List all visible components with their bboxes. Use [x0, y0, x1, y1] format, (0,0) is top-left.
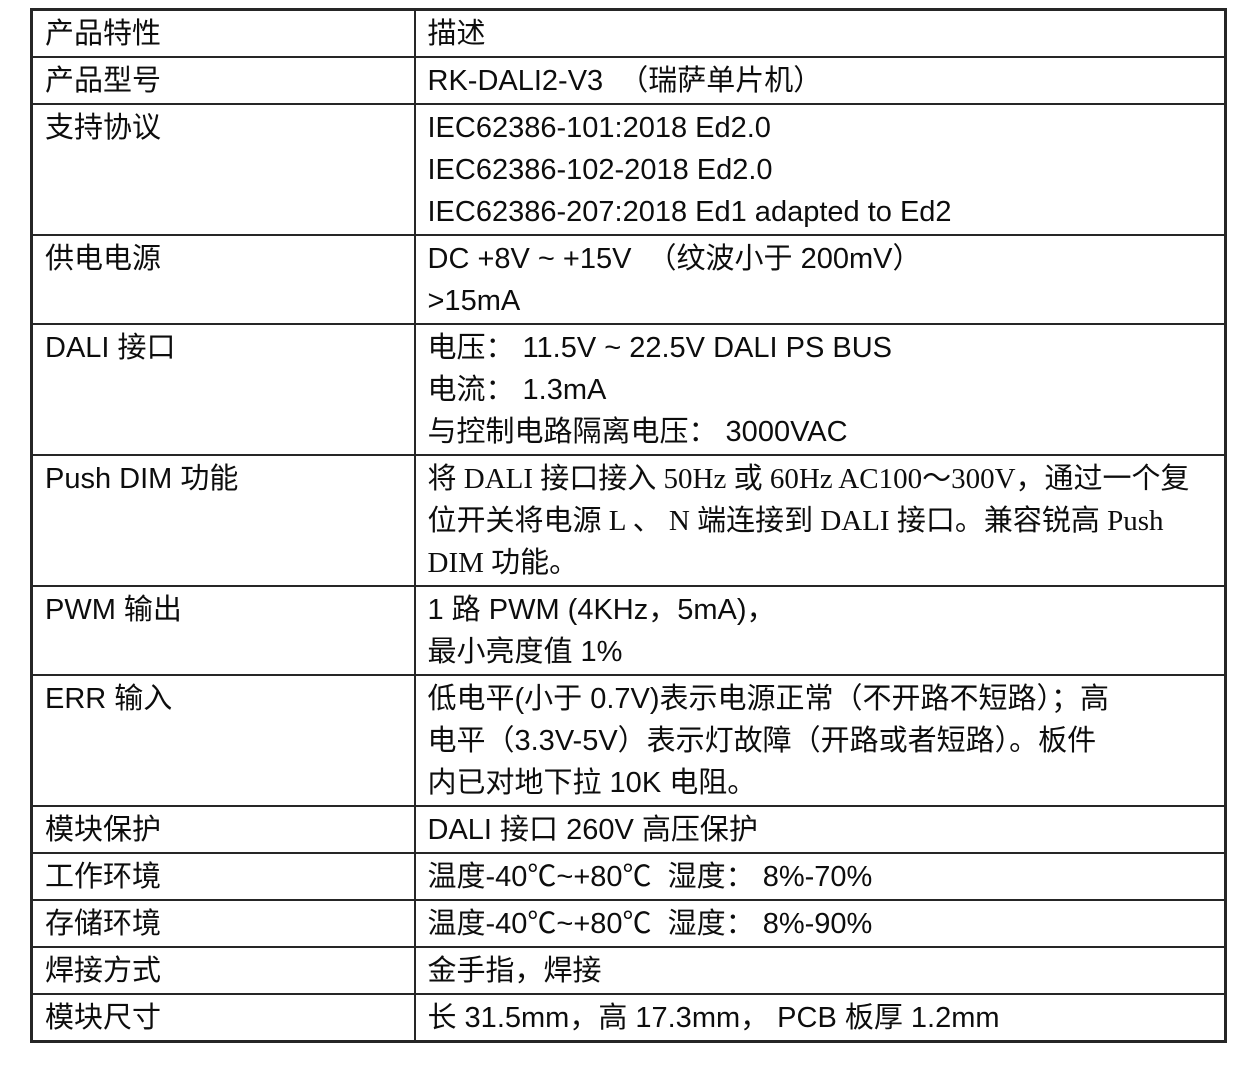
description-line: 低电平(小于 0.7V)表示电源正常（不开路不短路）；高 — [427, 683, 1110, 715]
description-line: 与控制电路隔离电压： 3000VAC — [427, 416, 848, 448]
description-line: >15mA — [427, 285, 521, 317]
description-cell: 电压： 11.5V ~ 22.5V DALI PS BUS 电流： 1.3mA 与控… — [413, 323, 1227, 456]
table-row: 工作环境 温度-40℃~+80℃ 湿度： 8%-70% — [30, 852, 1227, 901]
description-line: IEC62386-102-2018 Ed2.0 — [427, 154, 773, 186]
feature-cell: 供电电源 — [30, 234, 416, 325]
feature-cell: PWM 输出 — [30, 585, 416, 676]
feature-cell: 工作环境 — [30, 852, 416, 901]
feature-cell: ERR 输入 — [30, 674, 416, 807]
description-line: 电压： 11.5V ~ 22.5V DALI PS BUS — [427, 332, 892, 364]
description-line: IEC62386-101:2018 Ed2.0 — [427, 112, 771, 144]
table-row: 产品型号 RK-DALI2-V3 （瑞萨单片机） — [30, 56, 1227, 105]
table-row: 存储环境 温度-40℃~+80℃ 湿度： 8%-90% — [30, 899, 1227, 948]
description-cell: DC +8V ~ +15V （纹波小于 200mV） >15mA — [413, 234, 1227, 325]
description-cell: IEC62386-101:2018 Ed2.0 IEC62386-102-2018… — [413, 103, 1227, 236]
table-row: 模块保护 DALI 接口 260V 高压保护 — [30, 805, 1227, 854]
table-row: DALI 接口 电压： 11.5V ~ 22.5V DALI PS BUS 电流： … — [30, 323, 1227, 456]
description-cell: 金手指，焊接 — [413, 946, 1227, 995]
feature-cell: Push DIM 功能 — [30, 454, 416, 587]
description-line: 电平（3.3V-5V）表示灯故障（开路或者短路）。板件 — [427, 725, 1097, 757]
table-row: Push DIM 功能将 DALI 接口接入 50Hz 或 60Hz AC100… — [30, 454, 1227, 587]
table-row: 支持协议 IEC62386-101:2018 Ed2.0 IEC62386-102-… — [30, 103, 1227, 236]
description-line: 长 31.5mm，高 17.3mm， PCB 板厚 1.2mm — [427, 1002, 1000, 1034]
description-cell: RK-DALI2-V3 （瑞萨单片机） — [413, 56, 1227, 105]
description-cell: 长 31.5mm，高 17.3mm， PCB 板厚 1.2mm — [413, 993, 1227, 1043]
header-row: 产品特性 描述 — [30, 8, 1227, 58]
description-cell: 1 路 PWM (4KHz，5mA)， 最小亮度值 1% — [413, 585, 1227, 676]
description-cell: 温度-40℃~+80℃ 湿度： 8%-90% — [413, 899, 1227, 948]
description-line: IEC62386-207:2018 Ed1 adapted to Ed2 — [427, 196, 952, 228]
description-cell: 温度-40℃~+80℃ 湿度： 8%-70% — [413, 852, 1227, 901]
header-feature-cell: 产品特性 — [30, 8, 416, 58]
header-description-cell: 描述 — [413, 8, 1227, 58]
description-line: 将 DALI 接口接入 50Hz 或 60Hz AC100～300V，通过一个复 — [427, 463, 1190, 495]
feature-cell: DALI 接口 — [30, 323, 416, 456]
table-row: 供电电源 DC +8V ~ +15V （纹波小于 200mV） >15mA — [30, 234, 1227, 325]
description-line: 1 路 PWM (4KHz，5mA)， — [427, 594, 776, 626]
feature-cell: 焊接方式 — [30, 946, 416, 995]
table-row: PWM 输出 1 路 PWM (4KHz，5mA)， 最小亮度值 1% — [30, 585, 1227, 676]
feature-cell: 产品型号 — [30, 56, 416, 105]
description-cell: DALI 接口 260V 高压保护 — [413, 805, 1227, 854]
table-row: 模块尺寸长 31.5mm，高 17.3mm， PCB 板厚 1.2mm — [30, 993, 1227, 1043]
description-line: DALI 接口 260V 高压保护 — [427, 814, 758, 846]
description-line: 温度-40℃~+80℃ 湿度： 8%-90% — [427, 908, 873, 940]
description-line: 电流： 1.3mA — [427, 374, 607, 406]
product-spec-table: 产品特性 描述 产品型号 RK-DALI2-V3 （瑞萨单片机） 支持协议 IEC62… — [30, 8, 1227, 1043]
table-row: ERR 输入 低电平(小于 0.7V)表示电源正常（不开路不短路）；高 电平（3.3… — [30, 674, 1227, 807]
spec-table-body: 产品型号 RK-DALI2-V3 （瑞萨单片机） 支持协议 IEC62386-101:… — [30, 56, 1227, 1043]
feature-cell: 支持协议 — [30, 103, 416, 236]
feature-cell: 存储环境 — [30, 899, 416, 948]
description-line: RK-DALI2-V3 （瑞萨单片机） — [427, 65, 823, 97]
description-line: 金手指，焊接 — [427, 955, 602, 987]
description-line: 最小亮度值 1% — [427, 636, 623, 668]
description-line: 位开关将电源 L 、 N 端连接到 DALI 接口。兼容锐高 Push — [427, 505, 1164, 537]
description-line: 温度-40℃~+80℃ 湿度： 8%-70% — [427, 861, 873, 893]
feature-cell: 模块尺寸 — [30, 993, 416, 1043]
feature-cell: 模块保护 — [30, 805, 416, 854]
description-line: DC +8V ~ +15V （纹波小于 200mV） — [427, 243, 922, 275]
table-row: 焊接方式 金手指，焊接 — [30, 946, 1227, 995]
description-line: DIM 功能。 — [427, 547, 579, 579]
description-cell: 低电平(小于 0.7V)表示电源正常（不开路不短路）；高 电平（3.3V-5V）表… — [413, 674, 1227, 807]
description-cell: 将 DALI 接口接入 50Hz 或 60Hz AC100～300V，通过一个复… — [413, 454, 1227, 587]
description-line: 内已对地下拉 10K 电阻。 — [427, 767, 757, 799]
